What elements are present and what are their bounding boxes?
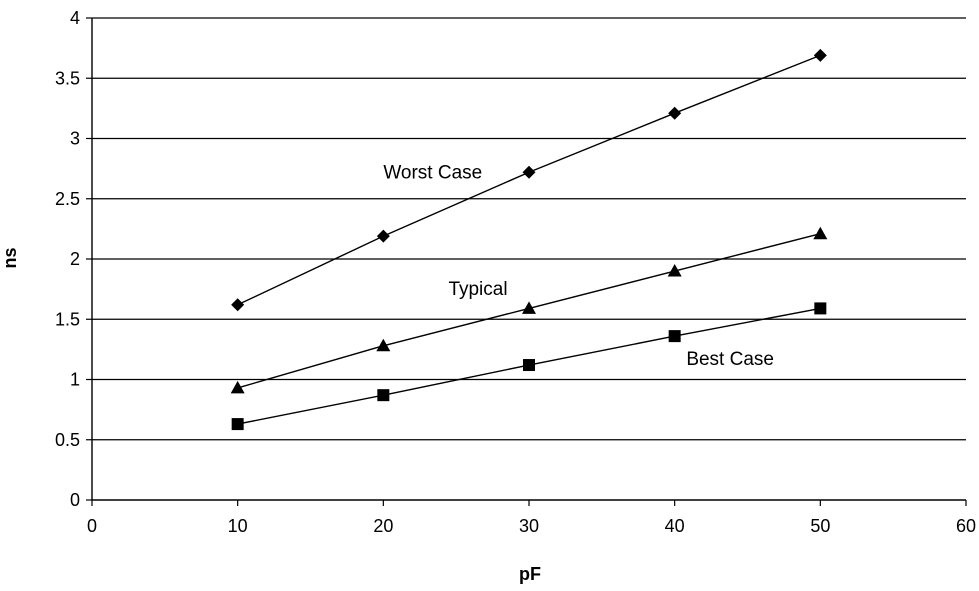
- y-tick-label-3: 1.5: [55, 309, 80, 329]
- grid-lines: [92, 17, 966, 441]
- x-tick-label-2: 20: [373, 516, 393, 536]
- y-tick-label-7: 3.5: [55, 68, 80, 88]
- marker-typical-1: [376, 338, 391, 352]
- y-tick-label-1: 0.5: [55, 430, 80, 450]
- x-tick-label-5: 50: [810, 516, 830, 536]
- series-annotations: Worst Case Typical Best Case: [383, 162, 774, 370]
- series-label-best-case: Best Case: [686, 349, 774, 370]
- marker-worst-case-2: [522, 165, 536, 179]
- marker-worst-case-1: [376, 229, 390, 243]
- marker-best-case-2: [523, 359, 535, 372]
- marker-worst-case-3: [668, 106, 682, 120]
- x-tick-label-3: 30: [519, 516, 539, 536]
- marker-best-case-4: [814, 302, 827, 315]
- series-line-worst-case: [237, 54, 821, 306]
- x-tick-label-1: 10: [228, 516, 248, 536]
- y-axis-title: ns: [0, 247, 20, 268]
- x-axis-title: pF: [519, 564, 541, 584]
- marker-typical-3: [667, 264, 682, 277]
- x-tick-label-0: 0: [87, 516, 97, 536]
- y-tick-label-6: 3: [70, 129, 80, 149]
- y-tick-label-8: 4: [70, 8, 80, 28]
- axes: [86, 17, 967, 506]
- marker-typical-2: [522, 301, 536, 314]
- marker-best-case-0: [231, 418, 244, 431]
- series-markers: [230, 48, 828, 431]
- x-tick-label-4: 40: [665, 516, 685, 536]
- marker-best-case-1: [377, 389, 390, 402]
- marker-best-case-3: [668, 330, 681, 343]
- tick-labels: 00.511.522.533.540 10 20 30 40 50 60: [55, 8, 976, 536]
- series-label-typical: Typical: [448, 279, 507, 300]
- y-tick-label-2: 1: [70, 370, 80, 390]
- marker-worst-case-0: [231, 298, 245, 312]
- y-tick-label-5: 2.5: [55, 189, 80, 209]
- x-tick-label-6: 60: [956, 516, 976, 536]
- marker-typical-4: [813, 226, 828, 240]
- marker-typical-0: [230, 380, 245, 394]
- y-tick-label-0: 0: [70, 490, 80, 510]
- series-label-worst-case: Worst Case: [383, 162, 482, 183]
- marker-worst-case-4: [813, 48, 827, 62]
- y-tick-label-4: 2: [70, 249, 80, 269]
